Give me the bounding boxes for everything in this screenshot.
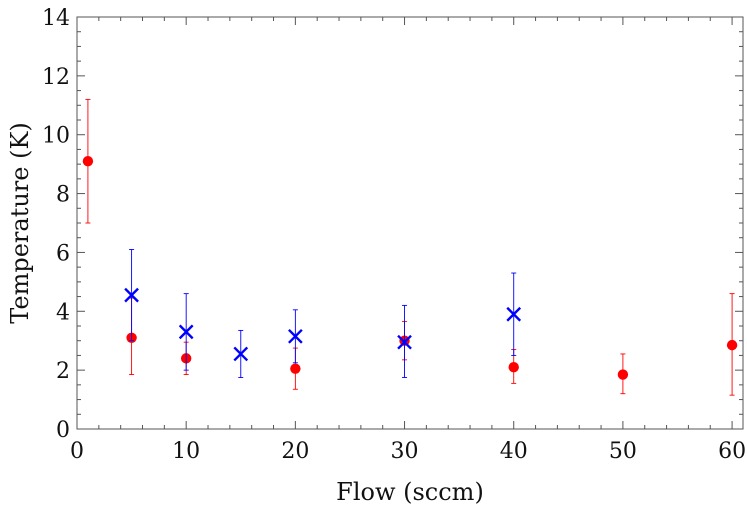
- data-point: [617, 369, 629, 380]
- data-point: [726, 339, 738, 351]
- y-tick-label: 4: [56, 300, 70, 325]
- data-point: [290, 363, 301, 374]
- data-point: [506, 306, 522, 322]
- y-tick-label: 0: [56, 418, 70, 443]
- data-point: [82, 156, 94, 167]
- data-point: [178, 324, 194, 340]
- axis-ticks: [76, 16, 743, 430]
- data-point: [508, 362, 519, 373]
- y-tick-label: 8: [56, 183, 70, 208]
- y-tick-label: 12: [42, 65, 70, 90]
- series-2: [124, 249, 522, 378]
- x-tick-labels: 0 10 20 30 40 50 60: [70, 439, 746, 464]
- x-tick-label: 60: [718, 439, 746, 464]
- data-point: [397, 334, 412, 350]
- x-tick-label: 10: [172, 439, 200, 464]
- y-tick-labels: 0 2 4 6 8 10 12 14: [42, 6, 70, 443]
- series-1: [82, 98, 738, 396]
- x-tick-label: 40: [500, 439, 528, 464]
- y-tick-label: 6: [56, 241, 70, 266]
- y-tick-label: 2: [56, 359, 70, 384]
- plot-frame: [76, 16, 744, 430]
- x-tick-label: 0: [70, 439, 84, 464]
- x-tick-label: 50: [609, 439, 637, 464]
- data-point: [233, 346, 249, 362]
- y-tick-label: 14: [42, 6, 70, 31]
- y-tick-label: 10: [42, 124, 70, 149]
- x-axis-title: Flow (sccm): [336, 478, 484, 506]
- data-point: [288, 328, 303, 344]
- x-tick-label: 20: [281, 439, 309, 464]
- data-point: [124, 287, 139, 303]
- y-axis-title: Temperature (K): [6, 122, 34, 324]
- data-marks: [82, 98, 738, 396]
- x-tick-label: 30: [391, 439, 419, 464]
